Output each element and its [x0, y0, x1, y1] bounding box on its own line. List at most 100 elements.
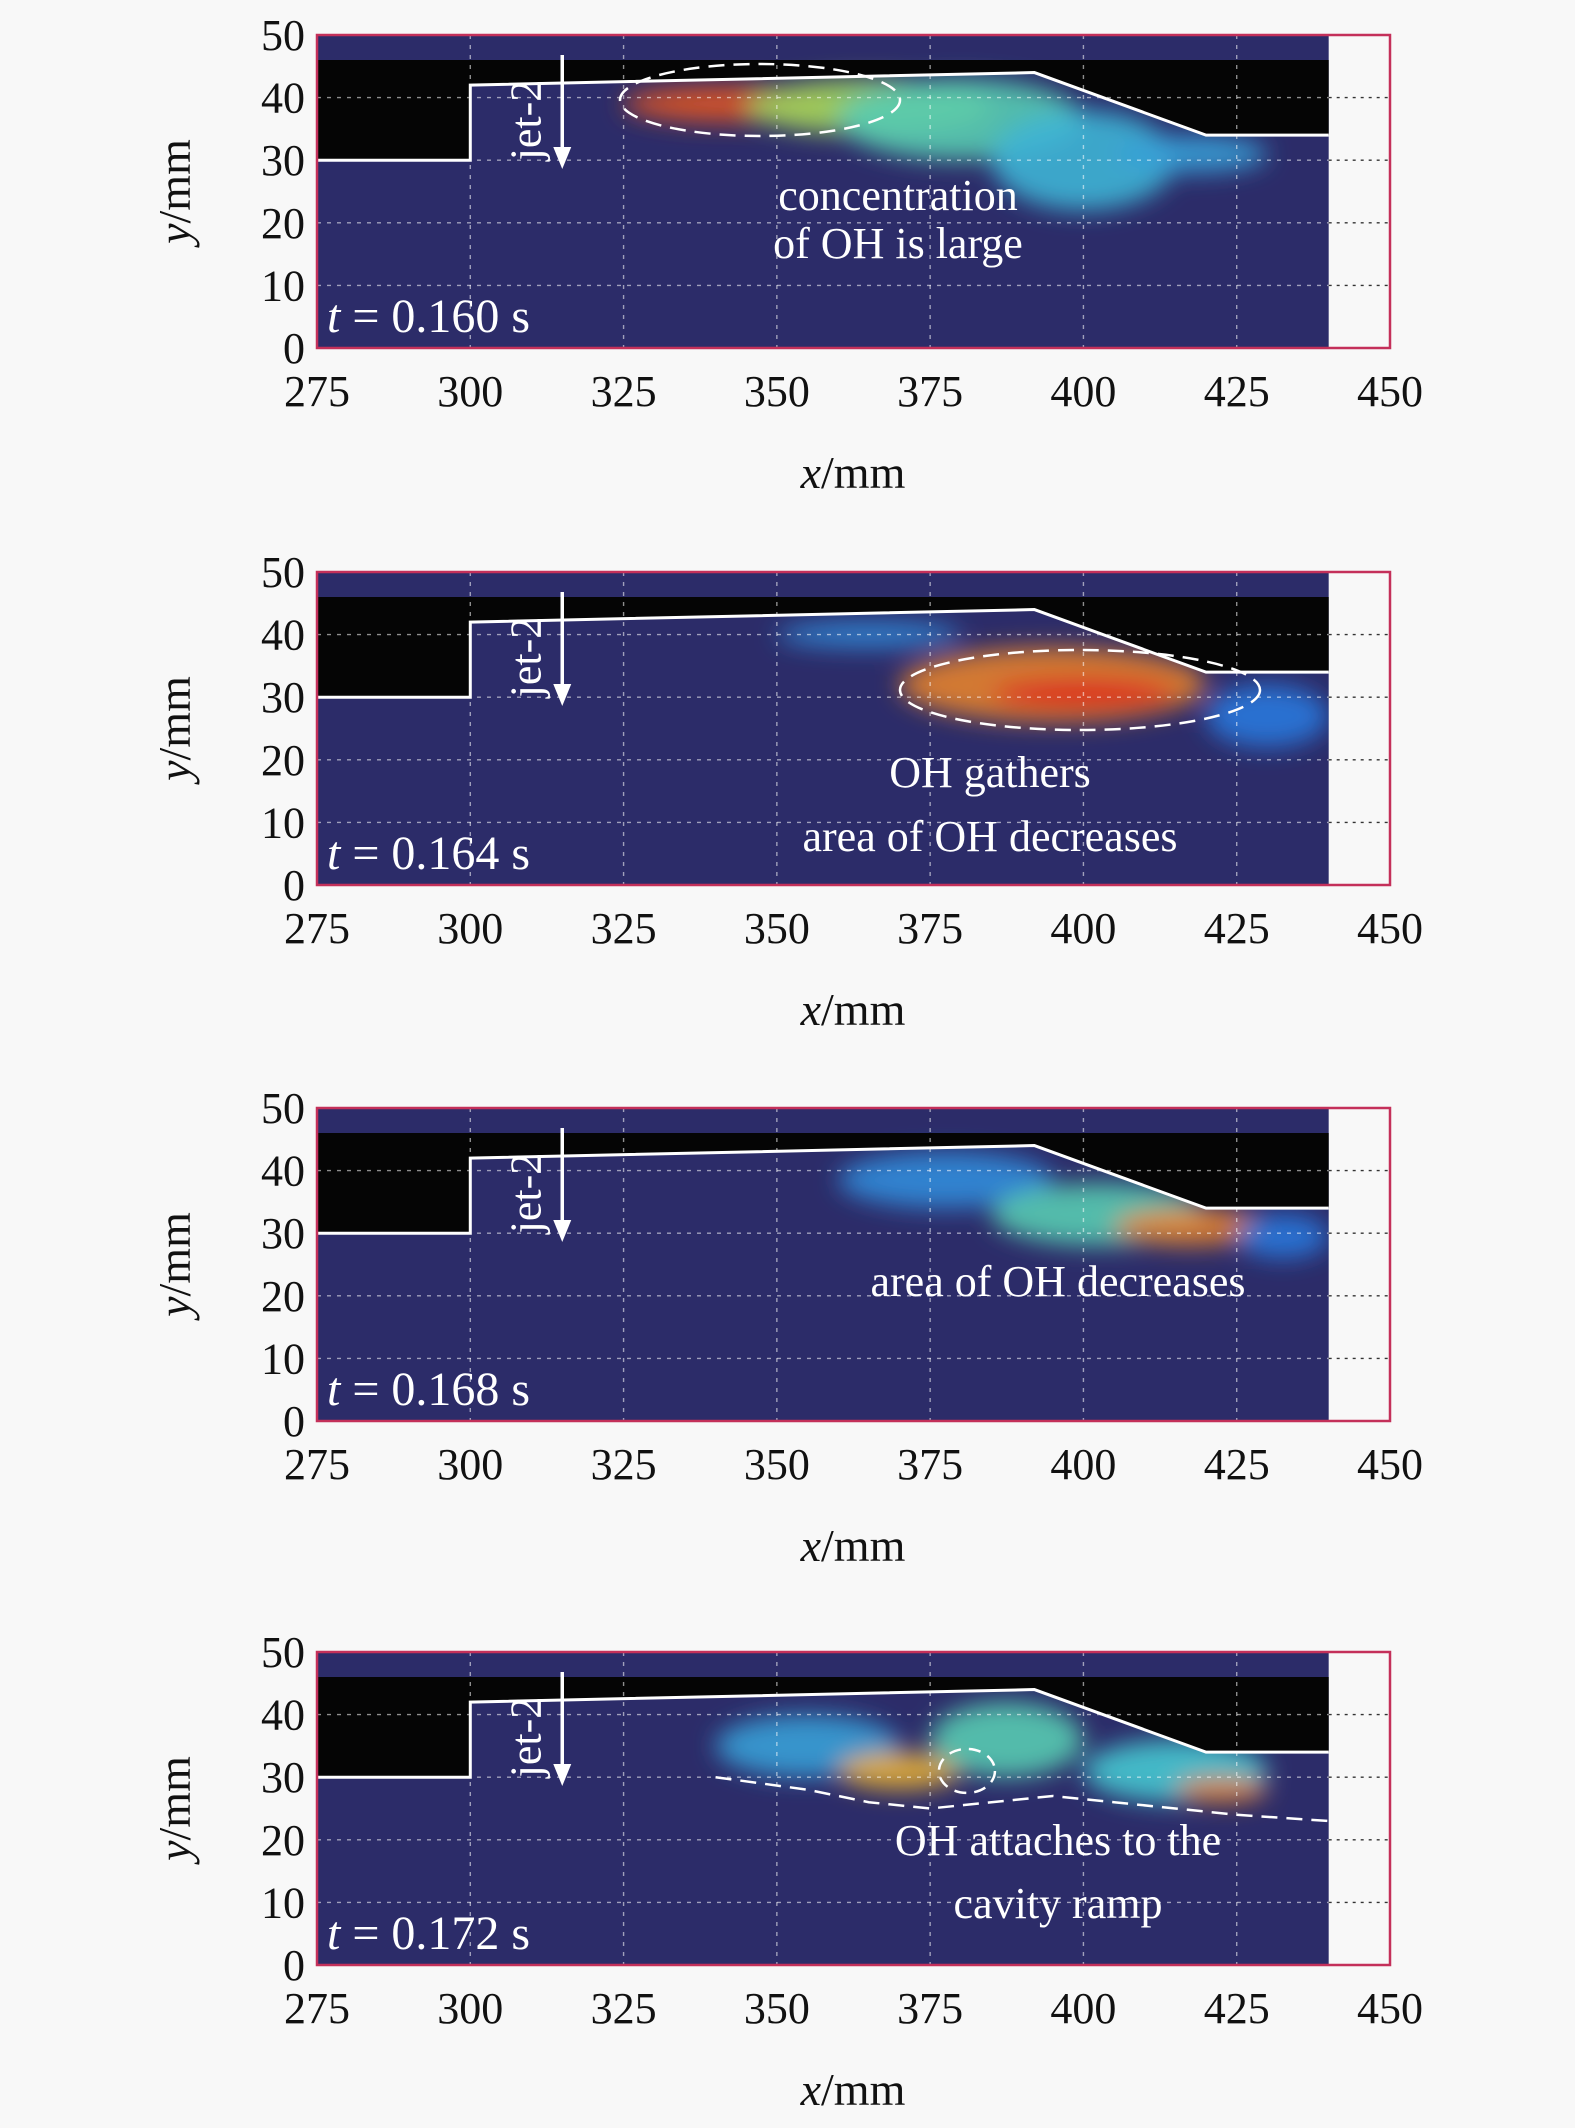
- chart-panel-4: 275 300 325 350 375 400 425 450 0 10 20 30 40 50 x/mm y…: [149, 1628, 1423, 2115]
- plot-frame: [315, 1650, 1392, 1967]
- x-tick-label: 450: [1357, 904, 1423, 953]
- x-tick-label: 450: [1357, 1984, 1423, 2033]
- jet-arrow-head: [553, 1220, 572, 1242]
- highlight-ellipse: [898, 648, 1262, 732]
- chart-panel-1: 275 300 325 350 375 400 425 450 0 10 20 30 40 50 x/mm y…: [149, 11, 1423, 498]
- x-tick-label: 350: [744, 1984, 810, 2033]
- cavity-profile: [317, 1144, 1329, 1235]
- attachment-contour: [715, 1775, 1329, 1823]
- y-tick-label: 20: [261, 736, 305, 785]
- x-tick-label: 350: [744, 1440, 810, 1489]
- x-tick-label: 300: [437, 367, 503, 416]
- jet-label: jet-2: [501, 80, 550, 163]
- x-tick-label: 325: [591, 1984, 657, 2033]
- combustor-wall: [317, 1133, 1329, 1234]
- jet-arrow-head: [553, 147, 572, 169]
- plot-frame: [315, 1106, 1392, 1423]
- y-tick-label: 40: [261, 1691, 305, 1740]
- combustor-wall: [317, 597, 1329, 698]
- x-axis-label: x/mm: [800, 984, 906, 1035]
- annotation-text: area of OH decreases: [803, 812, 1178, 861]
- x-tick-label: 275: [284, 1440, 350, 1489]
- y-axis-label: y/mm: [149, 676, 200, 785]
- cavity-profile: [317, 1688, 1329, 1779]
- y-tick-label: 50: [261, 1628, 305, 1677]
- y-tick-label: 0: [283, 324, 305, 373]
- highlight-ellipse: [618, 62, 902, 138]
- jet-arrow-head: [553, 684, 572, 706]
- annotation-text: of OH is large: [773, 219, 1023, 268]
- oh-intensity-layer: [776, 622, 1329, 748]
- x-tick-label: 375: [897, 904, 963, 953]
- y-tick-label: 30: [261, 1209, 305, 1258]
- annotation-text: OH gathers: [889, 748, 1091, 797]
- x-axis-label: x/mm: [800, 1520, 906, 1571]
- x-tick-label: 300: [437, 904, 503, 953]
- jet-label: jet-2: [501, 617, 550, 700]
- jet-label: jet-2: [501, 1153, 550, 1236]
- x-tick-label: 400: [1050, 367, 1116, 416]
- y-tick-label: 20: [261, 1272, 305, 1321]
- cavity-profile: [317, 71, 1329, 162]
- annotation-text: area of OH decreases: [871, 1257, 1246, 1306]
- jet-label: jet-2: [501, 1697, 550, 1780]
- y-tick-label: 50: [261, 1084, 305, 1133]
- x-tick-label: 350: [744, 367, 810, 416]
- oh-region-3: [1114, 1208, 1268, 1246]
- oh-region-5: [1114, 135, 1268, 173]
- y-tick-label: 40: [261, 74, 305, 123]
- x-tick-label: 300: [437, 1440, 503, 1489]
- plot-frame: [315, 570, 1392, 887]
- jet-arrow-head: [553, 1764, 572, 1786]
- oh-region-4: [1236, 1214, 1329, 1259]
- x-tick-label: 400: [1050, 904, 1116, 953]
- x-tick-label: 275: [284, 904, 350, 953]
- x-tick-label: 325: [591, 904, 657, 953]
- y-tick-label: 10: [261, 261, 305, 310]
- y-tick-label: 50: [261, 548, 305, 597]
- x-tick-label: 425: [1204, 1984, 1270, 2033]
- annotation-text: OH attaches to the: [895, 1816, 1221, 1865]
- time-label: t = 0.164 s: [327, 827, 530, 880]
- y-tick-label: 20: [261, 199, 305, 248]
- x-tick-label: 425: [1204, 367, 1270, 416]
- combustor-wall: [317, 60, 1329, 161]
- time-label: t = 0.172 s: [327, 1907, 530, 1960]
- x-tick-label: 350: [744, 904, 810, 953]
- combustor-wall: [317, 1677, 1329, 1778]
- y-tick-label: 30: [261, 1753, 305, 1802]
- y-tick-label: 20: [261, 1816, 305, 1865]
- annotation-text: concentration: [778, 171, 1017, 220]
- oh-region-4: [991, 110, 1176, 211]
- x-tick-label: 400: [1050, 1440, 1116, 1489]
- oh-intensity-layer: [838, 1151, 1329, 1259]
- x-tick-label: 275: [284, 1984, 350, 2033]
- oh-region-4: [1206, 684, 1329, 748]
- chart-panel-2: 275 300 325 350 375 400 425 450 0 10 20 30 40 50 x/mm y…: [149, 548, 1423, 1035]
- oh-intensity-layer: [715, 1702, 1268, 1803]
- y-tick-label: 40: [261, 611, 305, 660]
- chart-panel-3: 275 300 325 350 375 400 425 450 0 10 20 30 40 50 x/mm y…: [149, 1084, 1423, 1571]
- plot-frame: [315, 33, 1392, 350]
- y-tick-label: 40: [261, 1147, 305, 1196]
- cavity-profile: [317, 608, 1329, 699]
- highlight-ellipse: [937, 1747, 997, 1795]
- x-tick-label: 450: [1357, 367, 1423, 416]
- time-label: t = 0.160 s: [327, 290, 530, 343]
- y-tick-label: 30: [261, 673, 305, 722]
- time-label: t = 0.168 s: [327, 1363, 530, 1416]
- oh-region-3: [930, 1702, 1084, 1778]
- y-tick-label: 10: [261, 1878, 305, 1927]
- x-axis-label: x/mm: [800, 447, 906, 498]
- x-tick-label: 275: [284, 367, 350, 416]
- oh-region-5: [1175, 1777, 1268, 1803]
- y-axis-label: y/mm: [149, 1756, 200, 1865]
- y-tick-label: 50: [261, 11, 305, 60]
- x-tick-label: 375: [897, 1984, 963, 2033]
- x-tick-label: 400: [1050, 1984, 1116, 2033]
- x-tick-label: 375: [897, 367, 963, 416]
- oh-region-1: [838, 1151, 1053, 1209]
- x-tick-label: 325: [591, 1440, 657, 1489]
- x-tick-label: 425: [1204, 904, 1270, 953]
